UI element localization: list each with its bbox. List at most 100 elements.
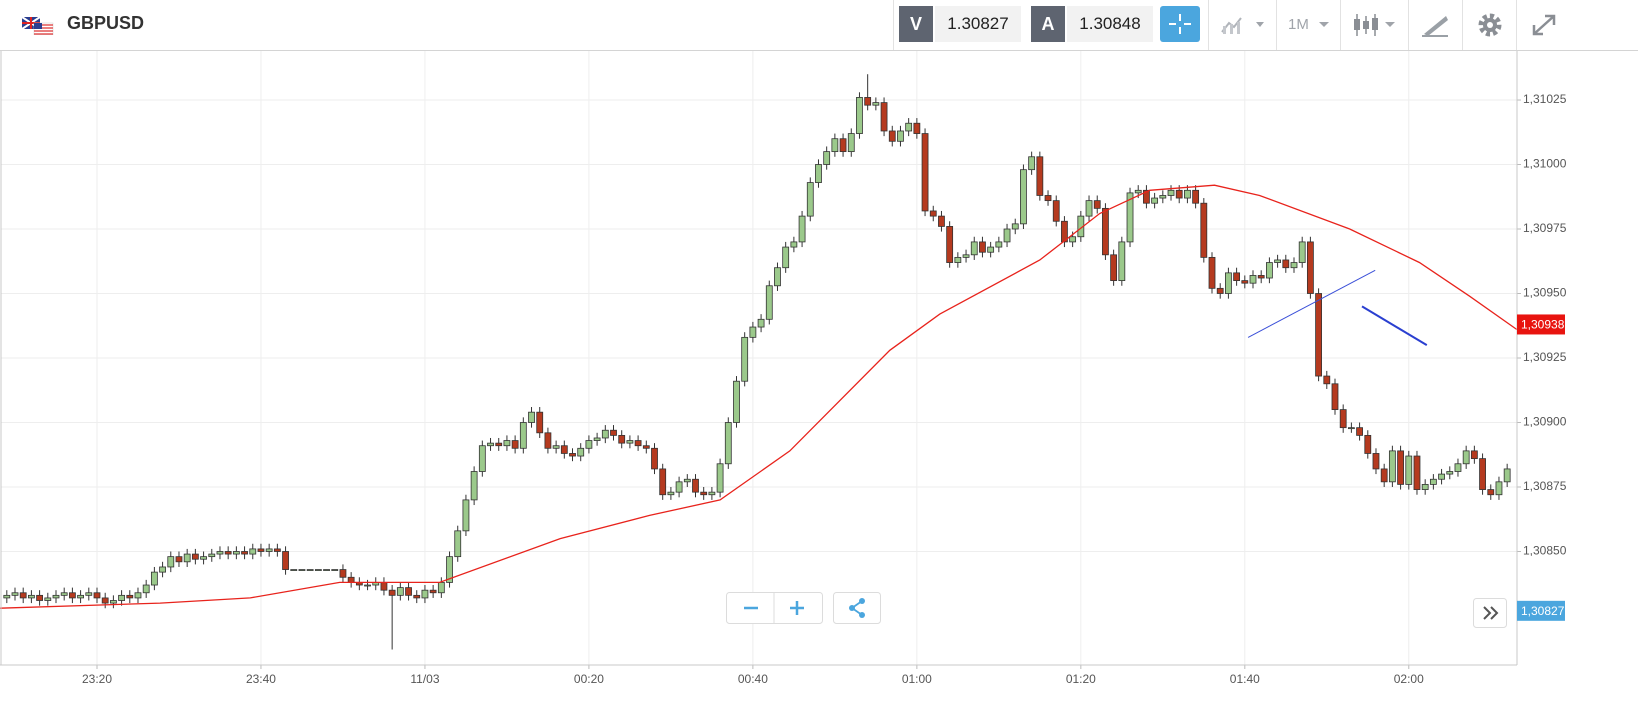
candle-body [1356,427,1363,436]
candle-body [1061,220,1068,243]
chart-type-button[interactable] [1220,14,1270,36]
candle-body [995,241,1003,248]
candle-body [839,138,847,153]
ask-price[interactable]: 1.30848 [1067,6,1153,42]
candle-body [962,254,970,258]
candle-body [183,553,191,563]
candle-body [1159,195,1167,199]
candle-body [454,530,462,558]
candle-body [929,210,937,217]
share-button[interactable] [833,592,881,624]
candle-body [3,594,11,599]
candle-body [265,548,273,552]
candle-body [610,429,617,436]
candle-body [282,551,289,570]
x-tick-label: 02:00 [1394,672,1424,686]
y-tick-label: 1,30950 [1523,286,1567,300]
bid-label[interactable]: V [899,6,933,42]
candle-body [560,445,568,454]
price-tag-label: 1,30938 [1521,318,1565,332]
candle-body [347,576,355,583]
candle-body [470,471,478,501]
candle-body [806,182,814,217]
symbol: GBPUSD [67,13,145,33]
y-tick-label: 1,31025 [1523,92,1567,106]
candle-body [970,241,978,256]
candle-body [306,569,314,571]
x-tick-label: 23:40 [246,672,276,686]
candle-body [1036,156,1044,196]
x-tick-label: 01:00 [902,672,932,686]
candle-body [593,437,601,441]
scroll-right-button[interactable] [1473,598,1507,628]
candle-body [815,164,822,183]
candle-body [1470,450,1478,460]
x-tick-label: 00:40 [738,672,768,686]
candle-body [1093,200,1101,209]
candle-body [487,442,494,447]
candle-body [733,380,740,423]
candle-body [946,226,954,263]
zoom-in-button[interactable] [790,601,804,615]
candle-body [364,584,371,587]
candle-body [175,556,183,563]
candle-body [36,594,43,601]
candle-body [134,592,142,599]
candle-body [85,592,93,596]
fullscreen-button[interactable] [1530,12,1558,38]
candle-body [921,133,929,212]
candle-body [1479,458,1486,490]
candle-body [831,138,839,153]
candle-body [1143,189,1150,204]
candle-body [405,587,412,596]
timeframe[interactable]: 1M [1288,16,1309,33]
candle-body [847,133,855,153]
separator [1462,0,1463,50]
candle-body [938,215,945,227]
candle-body [331,569,339,571]
candle-body [552,445,560,449]
candle-body [1134,189,1142,194]
candle-body [1167,189,1175,196]
separator [893,0,894,50]
candle-body [462,499,470,532]
candle-body [1323,375,1331,385]
x-tick-label: 00:20 [574,672,604,686]
candle-body [1298,241,1306,263]
candle-body [569,453,576,457]
candle-body [765,285,773,320]
settings-button[interactable] [1476,11,1504,39]
bid-price[interactable]: 1.30827 [935,6,1021,42]
separator [1276,0,1277,50]
candle-body [790,241,798,248]
price-tag-label: 1,30827 [1521,604,1565,618]
y-tick-label: 1,30975 [1523,221,1567,235]
candle-body [856,97,863,134]
y-tick-label: 1,31000 [1523,157,1567,171]
candle-body [1266,262,1273,279]
candle-body [1347,427,1355,430]
draw-tool-button[interactable] [1420,12,1452,38]
candle-body [208,553,216,558]
candle-body [724,422,732,465]
crosshair-button[interactable] [1160,6,1200,42]
candle-style-button[interactable] [1352,12,1400,38]
candle-body [1192,189,1200,204]
candle-body [1241,280,1249,284]
candle-body [683,478,691,483]
candle-body [618,434,626,444]
candle-body [150,571,158,586]
candle-body [249,548,257,555]
candle-body [642,445,650,449]
dropdown-arrow[interactable] [1318,14,1330,36]
separator [1208,0,1209,50]
candle-body [1274,259,1281,263]
candle-body [396,587,404,596]
candle-body [987,246,995,253]
ask-label[interactable]: A [1031,6,1065,42]
y-tick-label: 1,30900 [1523,415,1567,429]
x-tick-label: 01:20 [1066,672,1096,686]
candle-body [167,556,175,568]
